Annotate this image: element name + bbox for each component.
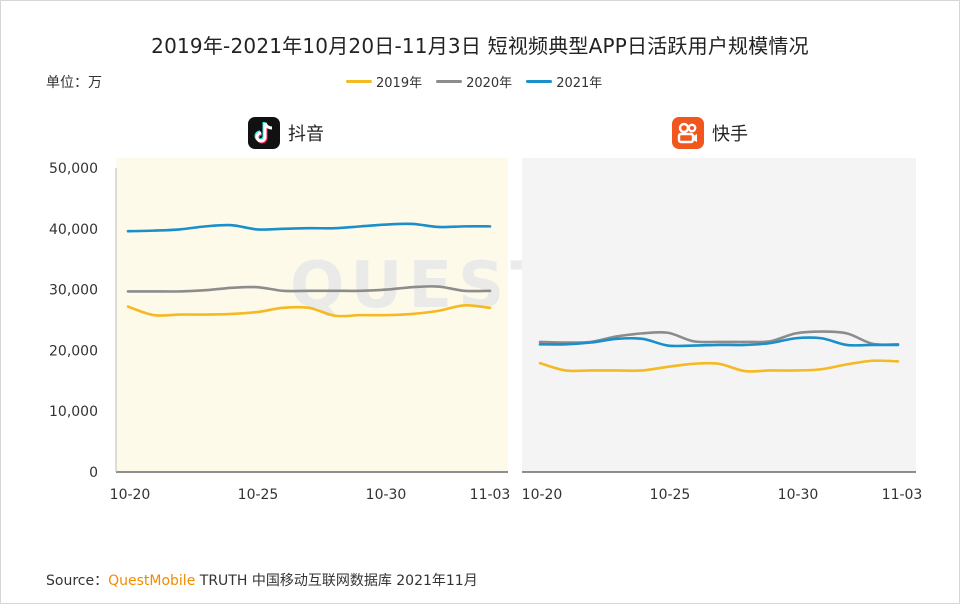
x-tick-label: 10-25 [650, 487, 691, 503]
kuaishou-panel-title: 快手 [712, 124, 748, 145]
series-line-2021-0 [126, 222, 492, 233]
x-tick-label: 10-25 [238, 487, 279, 503]
legend-swatch-2020 [436, 80, 463, 83]
y-tick-label: 40,000 [49, 222, 98, 238]
series-line-2019-0 [126, 304, 492, 318]
legend-item-2021: 2021年 [526, 72, 602, 91]
kuaishou-panel-header: 快手 [672, 117, 748, 149]
series-line-2019-1 [538, 359, 900, 373]
x-tick-label: 10-30 [778, 487, 819, 503]
y-tick-label: 20,000 [49, 343, 98, 359]
legend-swatch-2019 [346, 80, 372, 83]
legend-item-2019: 2019年 [346, 72, 422, 91]
legend-label-2019: 2019年 [376, 76, 423, 91]
tiktok-note-icon [248, 117, 280, 149]
douyin-panel-title: 抖音 [288, 124, 324, 145]
x-tick-label: 10-20 [110, 487, 151, 503]
legend: 2019年 2020年 2021年 [346, 72, 602, 91]
series-line-2020-0 [126, 285, 492, 293]
douyin-panel-header: 抖音 [248, 117, 324, 149]
y-tick-label: 0 [89, 465, 98, 481]
legend-item-2020: 2020年 [436, 72, 512, 91]
source-line: Source：QuestMobile TRUTH 中国移动互联网数据库 2021… [46, 570, 478, 590]
legend-label-2020: 2020年 [466, 76, 513, 91]
source-prefix: Source： [46, 573, 109, 589]
y-tick-label: 50,000 [49, 161, 98, 177]
x-tick-label: 10-20 [522, 487, 563, 503]
y-tick-label: 10,000 [49, 404, 98, 420]
unit-label: 单位：万 [46, 75, 102, 91]
kuaishou-camera-icon [672, 117, 704, 149]
plot-background-1 [522, 158, 916, 472]
x-tick-label: 11-03 [882, 487, 923, 503]
chart-title: 2019年-2021年10月20日-11月3日 短视频典型APP日活跃用户规模情… [151, 34, 809, 58]
x-tick-label: 10-30 [366, 487, 407, 503]
source-brand: QuestMobile [108, 573, 196, 589]
legend-swatch-2021 [526, 80, 553, 83]
y-tick-label: 30,000 [49, 283, 98, 299]
legend-label-2021: 2021年 [556, 76, 603, 91]
series-line-2021-1 [538, 336, 900, 348]
source-rest: TRUTH 中国移动互联网数据库 2021年11月 [195, 573, 478, 589]
x-tick-label: 11-03 [470, 487, 511, 503]
